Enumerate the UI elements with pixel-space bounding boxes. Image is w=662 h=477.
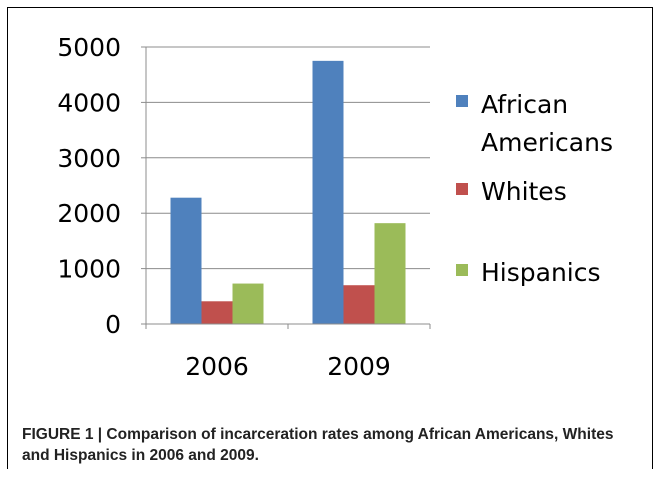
bar-hispanics-2006 (232, 283, 264, 324)
y-tick-label: 2000 (57, 199, 121, 228)
legend-swatch-hispanics (456, 264, 468, 276)
legend-swatch-african-americans (456, 95, 468, 107)
x-tick-label: 2006 (185, 352, 249, 381)
bar-african-americans-2009 (312, 60, 344, 324)
bar-chart: 0 1000 2000 3000 4000 5000 2006 2009 African A… (57, 33, 613, 381)
legend-label-hispanics: Hispanics (481, 258, 601, 287)
x-tick-labels: 2006 2009 (185, 352, 391, 381)
figure-frame (7, 7, 653, 469)
axes (141, 46, 431, 329)
y-tick-label: 0 (105, 310, 121, 339)
y-tick-label: 1000 (57, 255, 121, 284)
y-tick-label: 5000 (57, 33, 121, 62)
legend-label-african-americans-line2: Americans (481, 128, 613, 157)
bars (170, 60, 406, 324)
bar-whites-2009 (343, 285, 375, 324)
y-tick-labels: 0 1000 2000 3000 4000 5000 (57, 33, 121, 339)
bar-african-americans-2006 (170, 197, 202, 324)
bar-hispanics-2009 (374, 223, 406, 324)
figure-caption: FIGURE 1 | Comparison of incarceration r… (22, 426, 614, 464)
legend-label-whites: Whites (481, 177, 567, 206)
y-tick-label: 4000 (57, 88, 121, 117)
legend: African Americans Whites Hispanics (456, 90, 613, 287)
y-tick-label: 3000 (57, 144, 121, 173)
x-tick-label: 2009 (327, 352, 391, 381)
legend-swatch-whites (456, 183, 468, 195)
legend-label-african-americans-line1: African (481, 90, 568, 119)
bar-whites-2006 (201, 301, 233, 324)
